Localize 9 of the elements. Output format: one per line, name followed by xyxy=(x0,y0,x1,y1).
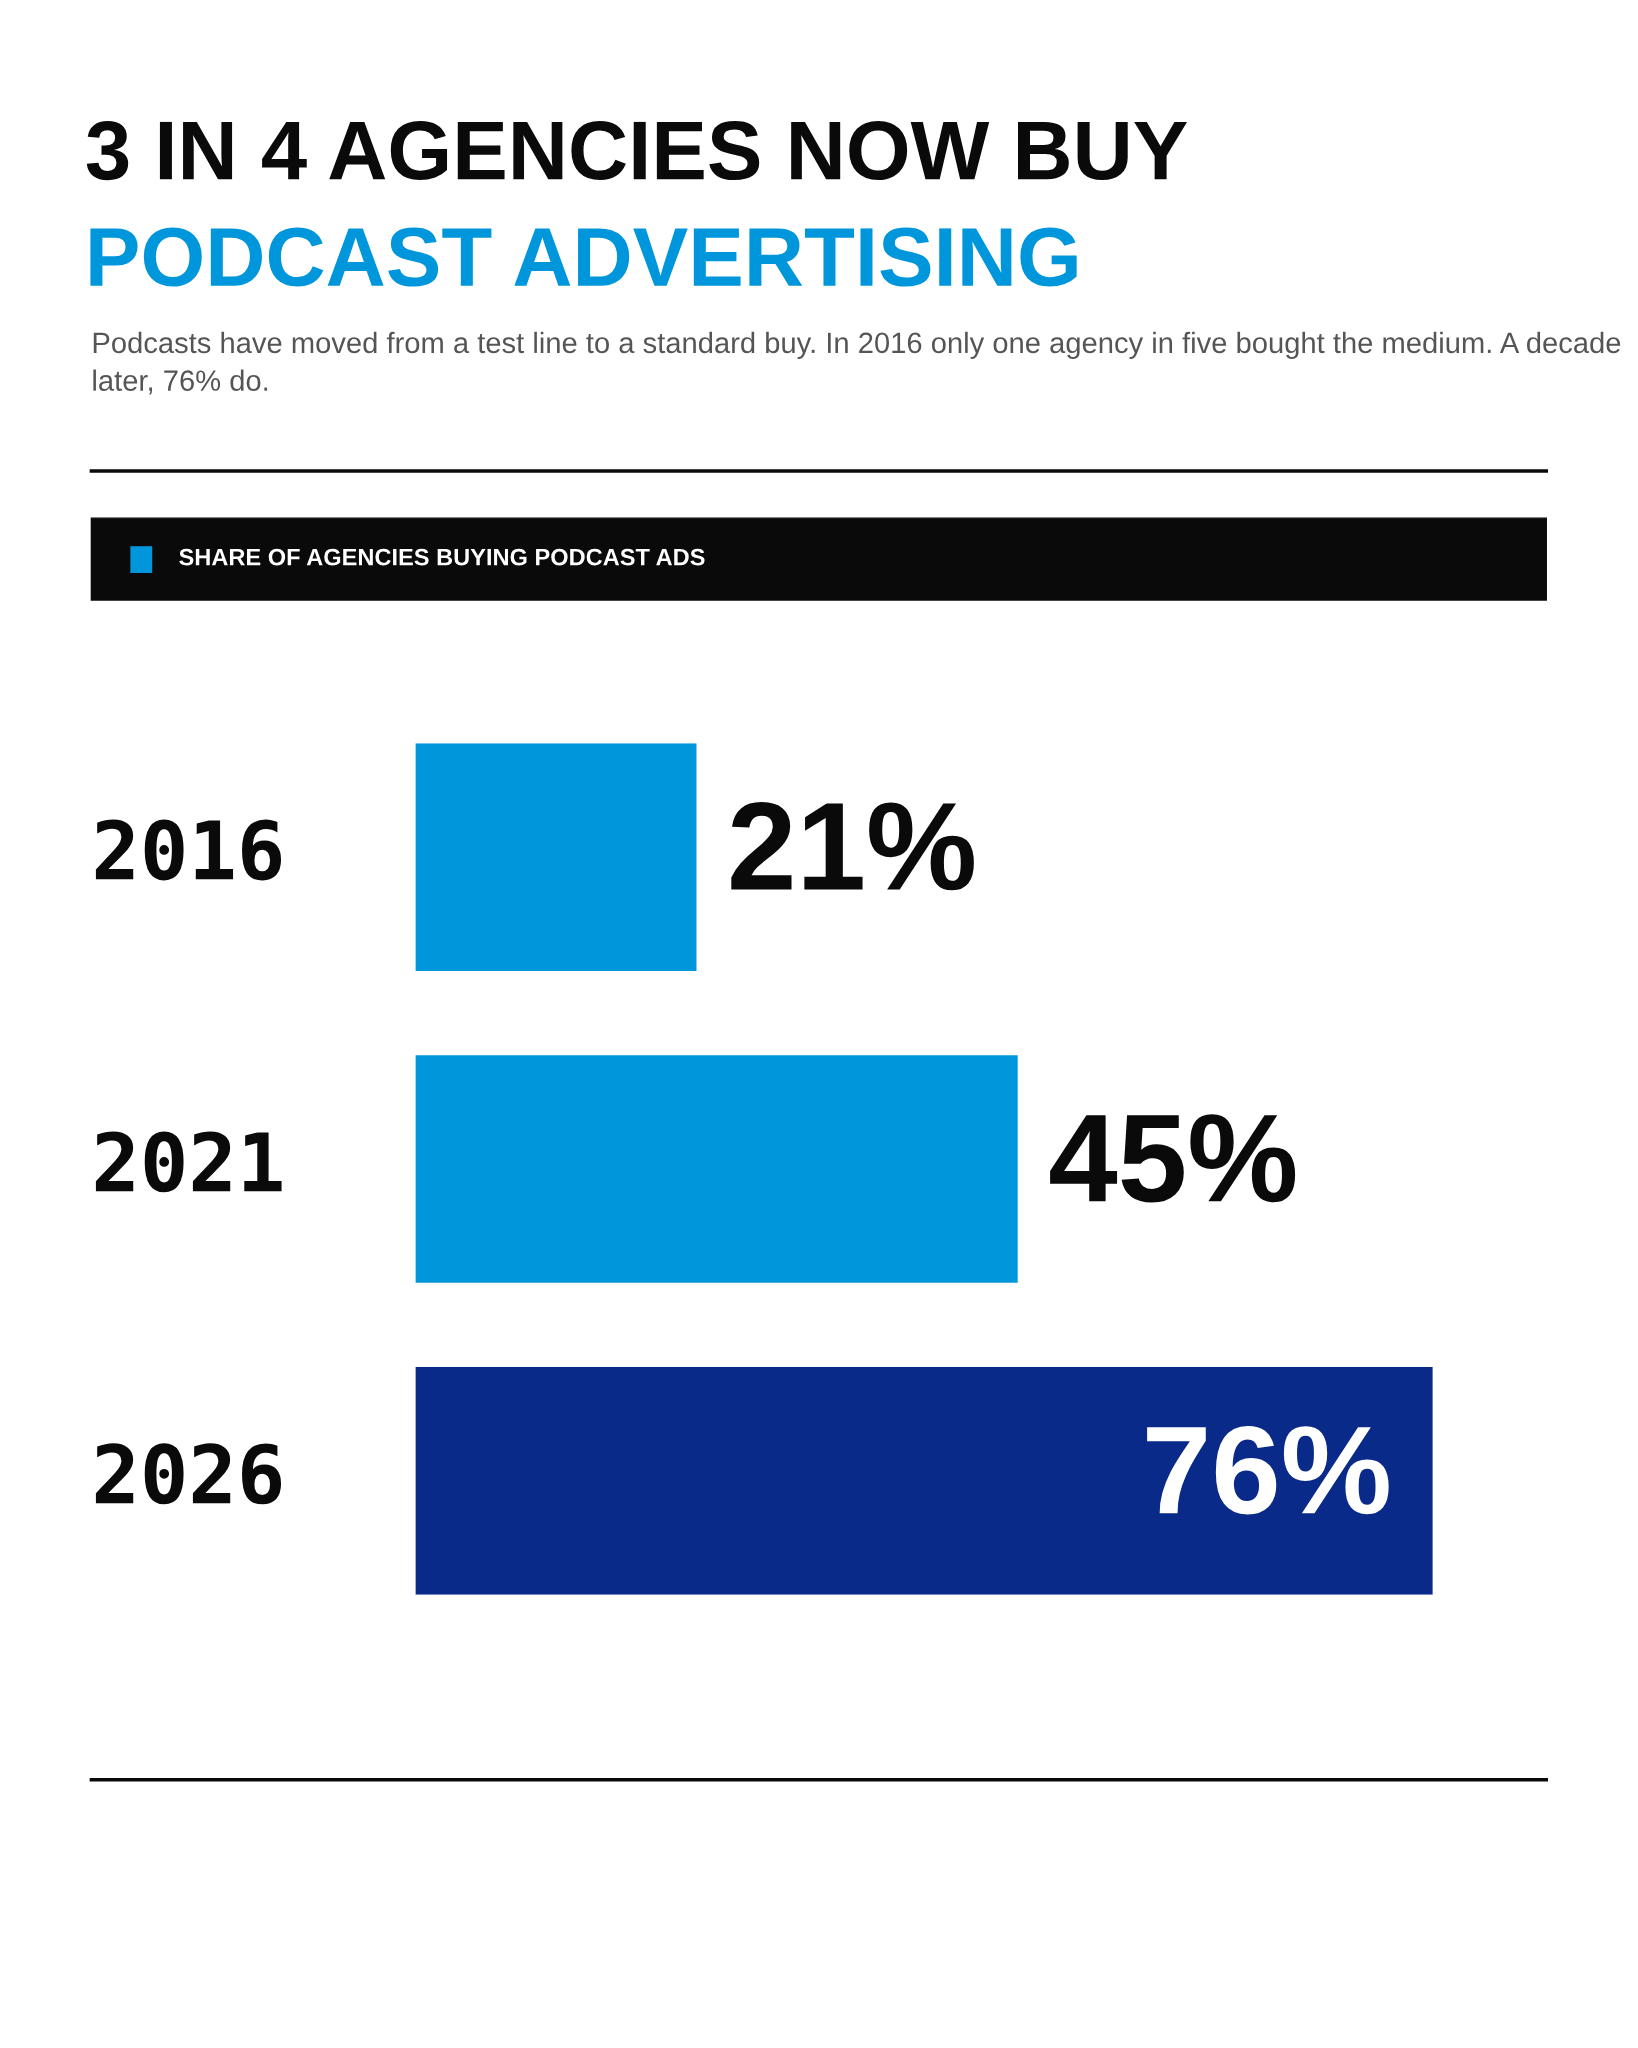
chart-title: 3 IN 4 AGENCIES NOW BUY PODCAST ADVERTISING xyxy=(86,121,1188,287)
data-label: 21% xyxy=(731,802,974,891)
chart-subtitle: Podcasts have moved from a test line to a standard buy. In 2016 only one agency in five bought the medium. A decade later, 76% do. xyxy=(93,331,1621,395)
legend-label: SHARE OF AGENCIES BUYING PODCAST ADS xyxy=(179,548,705,566)
data-label: 45% xyxy=(1050,1114,1296,1203)
data-label: 76% xyxy=(1147,1425,1389,1515)
y-tick-label: 2016 xyxy=(95,819,282,881)
y-tick-label: 2026 xyxy=(95,1443,282,1505)
y-tick-label: 2021 xyxy=(95,1131,282,1193)
